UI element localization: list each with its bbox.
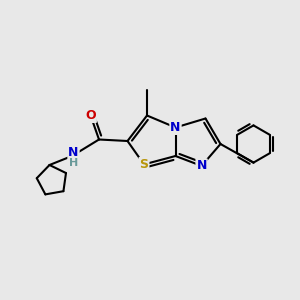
Text: S: S bbox=[140, 158, 148, 171]
Text: H: H bbox=[69, 158, 78, 169]
Text: O: O bbox=[85, 109, 96, 122]
Text: N: N bbox=[196, 159, 207, 172]
Text: N: N bbox=[170, 121, 181, 134]
Text: N: N bbox=[68, 146, 79, 159]
